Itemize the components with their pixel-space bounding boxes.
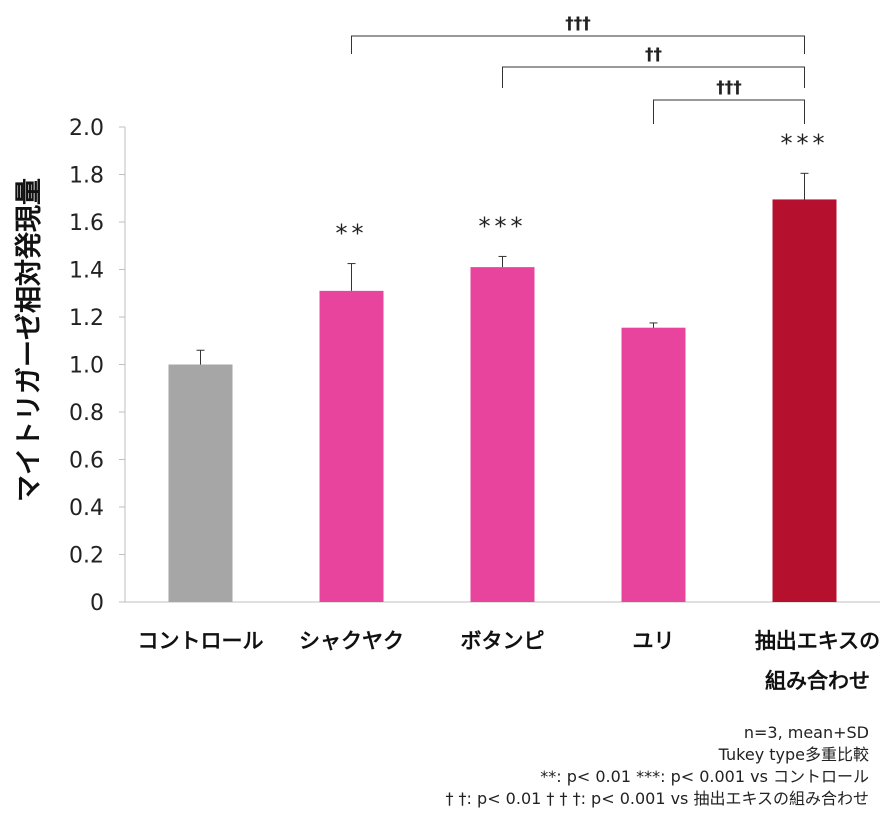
note-line: Tukey type多重比較 — [718, 745, 869, 764]
significance-label: ** — [336, 220, 368, 248]
bracket-label: ††† — [716, 78, 742, 98]
y-tick-label: 0.6 — [69, 449, 104, 474]
note-line: **: p< 0.01 ***: p< 0.001 vs コントロール — [540, 767, 869, 786]
bar-chart: 00.20.40.60.81.01.21.41.61.82.0 ** ******… — [14, 14, 881, 693]
significance-label: *** — [479, 212, 527, 240]
y-tick-label: 0.2 — [69, 544, 104, 569]
bars — [168, 199, 837, 602]
x-axis-labels: コントロール シャクヤク ボタンピ ユリ 抽出エキスの組み合わせ — [138, 629, 881, 693]
y-tick-label: 0.4 — [69, 496, 104, 521]
y-axis: 0 0.2 0.4 0.6 0.8 1.0 1.2 1.4 1.6 1.8 2.0 — [69, 116, 880, 616]
x-tick-label: コントロール — [138, 629, 264, 653]
comparison-brackets: †††††††† — [351, 14, 805, 124]
y-tick-label: 0.8 — [69, 401, 104, 426]
note-line: † †: p< 0.01 † † †: p< 0.001 vs 抽出エキスの組み… — [445, 789, 869, 808]
bar — [470, 267, 535, 602]
y-tick-label: 1.2 — [69, 306, 104, 331]
x-tick-label: ボタンピ — [461, 629, 545, 653]
x-tick-label: 組み合わせ — [765, 669, 870, 693]
x-tick-label: ユリ — [633, 629, 675, 653]
bracket-label: ††† — [565, 14, 591, 34]
y-tick-label: 1.0 — [69, 354, 104, 379]
significance-label: *** — [781, 129, 829, 157]
comparison-bracket — [351, 35, 805, 54]
y-tick-label: 0 — [90, 591, 104, 616]
comparison-bracket — [502, 66, 805, 88]
x-tick-label: 抽出エキスの — [755, 629, 880, 653]
bracket-label: †† — [645, 45, 662, 65]
y-axis-title: マイトリガーゼ相対発現量 — [14, 178, 45, 502]
error-bars — [196, 172, 809, 365]
y-tick-label: 1.8 — [69, 164, 104, 189]
significance-markers: ** ****** — [336, 129, 829, 248]
x-tick-label: シャクヤク — [299, 629, 404, 653]
bar — [772, 199, 837, 602]
footnotes: n=3, mean+SD Tukey type多重比較 **: p< 0.01 … — [445, 722, 869, 810]
note-line: n=3, mean+SD — [743, 723, 869, 742]
bar — [319, 290, 384, 602]
comparison-bracket — [653, 99, 805, 124]
bar — [621, 327, 686, 602]
y-tick-label: 1.4 — [69, 259, 104, 284]
y-tick-label: 2.0 — [69, 116, 104, 141]
bar — [168, 364, 233, 602]
y-tick-label: 1.6 — [69, 211, 104, 236]
